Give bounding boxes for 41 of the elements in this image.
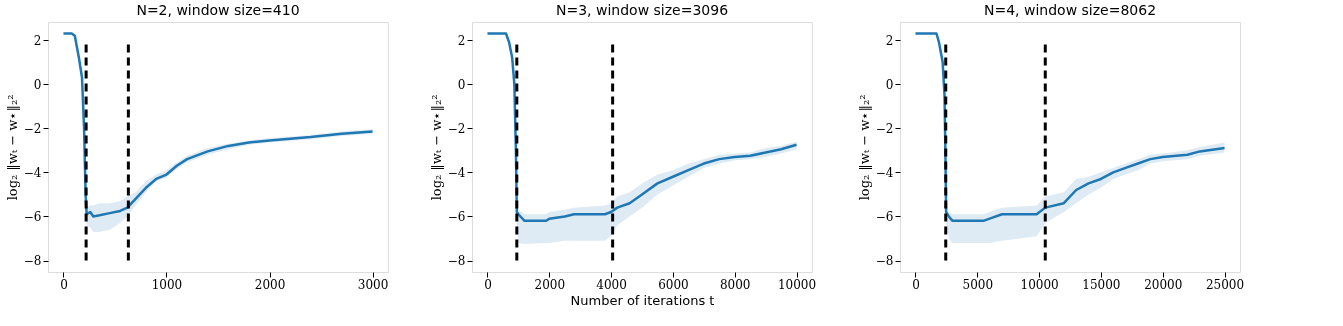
y-tick-label: −4: [447, 165, 466, 180]
y-tick-label: −8: [875, 254, 894, 269]
x-tick-label: 1000: [151, 277, 183, 292]
y-tick-label: 2: [33, 33, 42, 48]
y-axis-title: log₂ ‖wₜ − w⋆‖₂²: [4, 94, 20, 201]
y-tick-label: −2: [875, 121, 894, 136]
x-tick-label: 2000: [534, 277, 566, 292]
x-tick-label: 4000: [596, 277, 627, 292]
x-tick-label: 0: [484, 277, 492, 292]
y-tick-label: −4: [875, 165, 894, 180]
y-tick-label: −2: [447, 121, 466, 136]
y-tick-label: −4: [23, 165, 42, 180]
x-axis-title: Number of iterations t: [570, 292, 715, 308]
chart-title: N=3, window size=3096: [555, 2, 729, 18]
y-axis-title: log₂ ‖wₜ − w⋆‖₂²: [428, 94, 444, 201]
x-tick-label: 6000: [658, 277, 689, 292]
y-tick-label: −8: [23, 254, 42, 269]
y-axis-title: log₂ ‖wₜ − w⋆‖₂²: [856, 94, 872, 201]
y-tick-label: 0: [885, 77, 894, 92]
y-tick-label: −6: [875, 209, 894, 224]
x-tick-label: 0: [912, 277, 920, 292]
y-tick-label: 2: [457, 33, 466, 48]
chart-title: N=2, window size=410: [136, 2, 300, 18]
y-tick-label: 0: [457, 77, 466, 92]
x-tick-label: 5000: [962, 277, 994, 292]
x-tick-label: 3000: [357, 277, 389, 292]
x-tick-label: 0: [60, 277, 68, 292]
y-tick-label: 2: [885, 33, 894, 48]
x-tick-label: 10000: [1020, 277, 1059, 292]
x-tick-label: 10000: [777, 277, 817, 292]
x-tick-label: 20000: [1144, 277, 1183, 292]
y-tick-label: −6: [23, 209, 42, 224]
x-tick-label: 2000: [254, 277, 286, 292]
y-tick-label: −6: [447, 209, 466, 224]
chart-title: N=4, window size=8062: [983, 2, 1157, 18]
x-tick-label: 25000: [1205, 277, 1245, 292]
y-tick-label: −8: [447, 254, 466, 269]
y-tick-label: −2: [23, 121, 42, 136]
x-tick-label: 8000: [719, 277, 751, 292]
x-tick-label: 15000: [1082, 277, 1121, 292]
y-tick-label: 0: [33, 77, 42, 92]
